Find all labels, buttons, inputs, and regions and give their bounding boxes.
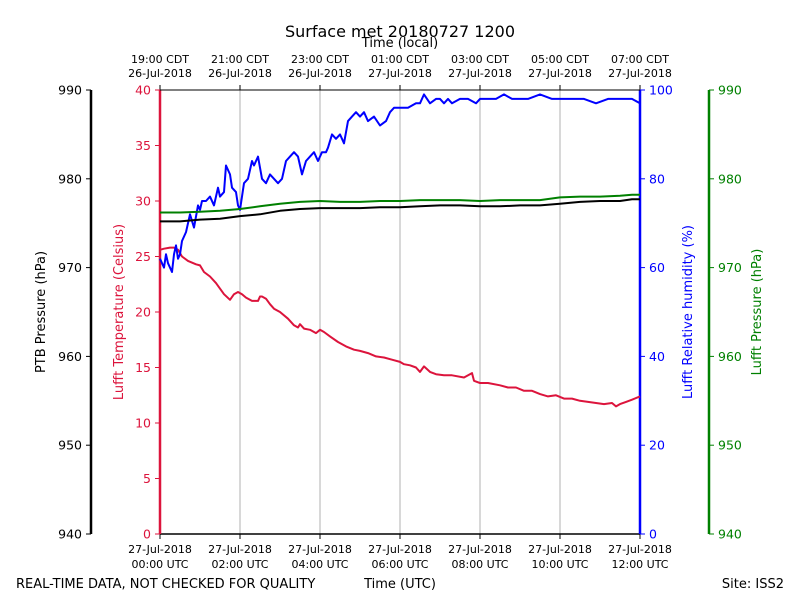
bottom-tick-label-date: 27-Jul-2018 (448, 543, 512, 556)
temperature-axis-tick-label: 5 (143, 471, 151, 486)
series-line-ptb-pressure (160, 198, 640, 223)
bottom-tick-label-time: 00:00 UTC (131, 558, 188, 571)
series-line-lufft-pressure (160, 193, 640, 214)
lufft-pressure-axis-tick-label: 990 (718, 83, 742, 98)
ptb-pressure-axis: 940 950 960 970 980 990 PTB Pressure (hPa) (34, 83, 93, 542)
bottom-axis-label: Time (UTC) (363, 577, 436, 592)
top-axis-label: Time (local) (361, 36, 438, 51)
lufft-pressure-axis: 940 950 960 970 980 990 Lufft Pressure (hPa) (707, 83, 765, 542)
humidity-axis-tick-label: 20 (649, 438, 665, 453)
ptb-pressure-axis-tick-label: 950 (58, 438, 82, 453)
ptb-pressure-axis-tick-label: 980 (58, 171, 82, 186)
temperature-axis: 0 5 10 15 20 25 30 35 40 Lufft Temperature (Celsi… (112, 83, 162, 542)
temperature-axis-tick-label: 40 (135, 83, 151, 98)
humidity-axis-tick-label: 80 (649, 171, 665, 186)
ptb-pressure-axis-tick-label: 990 (58, 83, 82, 98)
humidity-axis-label: Lufft Relative humidity (%) (681, 225, 696, 399)
top-tick-label-date: 27-Jul-2018 (368, 67, 432, 80)
footer-left: REAL-TIME DATA, NOT CHECKED FOR QUALITY (16, 577, 315, 592)
series-layer (159, 93, 641, 408)
series-line-lufft-relative-humidity (159, 93, 641, 273)
bottom-tick-label-time: 12:00 UTC (611, 558, 668, 571)
bottom-tick-label-date: 27-Jul-2018 (288, 543, 352, 556)
bottom-tick-label-time: 02:00 UTC (211, 558, 268, 571)
temperature-axis-tick-label: 0 (143, 527, 151, 542)
lufft-pressure-axis-tick-label: 950 (718, 438, 742, 453)
footer-right: Site: ISS2 (722, 577, 784, 592)
top-tick-label-time: 23:00 CDT (291, 53, 349, 66)
ptb-pressure-axis-tick-label: 960 (58, 349, 82, 364)
ptb-pressure-axis-tick-label: 940 (58, 527, 82, 542)
chart-title: Surface met 20180727 1200 (285, 22, 515, 41)
top-tick-label-date: 26-Jul-2018 (128, 67, 192, 80)
bottom-tick-label-date: 27-Jul-2018 (208, 543, 272, 556)
top-tick-label-date: 27-Jul-2018 (448, 67, 512, 80)
top-tick-label-time: 07:00 CDT (611, 53, 669, 66)
plot-frame-top (160, 89, 640, 91)
temperature-axis-tick-label: 35 (135, 138, 151, 153)
temperature-axis-tick-label: 15 (135, 360, 151, 375)
top-tick-label-date: 26-Jul-2018 (288, 67, 352, 80)
humidity-axis-tick-label: 40 (649, 349, 665, 364)
top-tick-label-date: 27-Jul-2018 (528, 67, 592, 80)
temperature-axis-label: Lufft Temperature (Celsius) (112, 224, 127, 400)
lufft-pressure-axis-tick-label: 940 (718, 527, 742, 542)
humidity-axis-tick-label: 0 (649, 527, 657, 542)
grid-lines (239, 90, 561, 534)
ptb-pressure-axis-label: PTB Pressure (hPa) (34, 251, 49, 373)
top-tick-label-date: 26-Jul-2018 (208, 67, 272, 80)
bottom-tick-label-time: 10:00 UTC (531, 558, 588, 571)
temperature-axis-tick-label: 10 (135, 416, 151, 431)
top-tick-label-date: 27-Jul-2018 (608, 67, 672, 80)
bottom-tick-label-date: 27-Jul-2018 (528, 543, 592, 556)
lufft-pressure-axis-tick-label: 970 (718, 260, 742, 275)
top-tick-label-time: 03:00 CDT (451, 53, 509, 66)
bottom-tick-label-date: 27-Jul-2018 (128, 543, 192, 556)
top-tick-label-time: 21:00 CDT (211, 53, 269, 66)
humidity-axis-tick-label: 60 (649, 260, 665, 275)
lufft-pressure-axis-label: Lufft Pressure (hPa) (750, 249, 765, 376)
bottom-tick-label-time: 08:00 UTC (451, 558, 508, 571)
ptb-pressure-axis-tick-label: 970 (58, 260, 82, 275)
temperature-axis-tick-label: 25 (135, 249, 151, 264)
bottom-tick-label-date: 27-Jul-2018 (608, 543, 672, 556)
humidity-axis: 0 20 40 60 80 100 Lufft Relative humidity (%) (638, 83, 696, 542)
top-tick-label-time: 05:00 CDT (531, 53, 589, 66)
temperature-axis-tick-label: 20 (135, 305, 151, 320)
temperature-axis-tick-label: 30 (135, 194, 151, 209)
bottom-time-ticks: 27-Jul-2018 00:00 UTC 27-Jul-2018 02:00 UTC… (128, 533, 672, 571)
top-tick-label-time: 19:00 CDT (131, 53, 189, 66)
humidity-axis-tick-label: 100 (649, 83, 673, 98)
top-tick-label-time: 01:00 CDT (371, 53, 429, 66)
lufft-pressure-axis-tick-label: 980 (718, 171, 742, 186)
bottom-tick-label-time: 06:00 UTC (371, 558, 428, 571)
bottom-tick-label-date: 27-Jul-2018 (368, 543, 432, 556)
series-line-lufft-temperature (159, 246, 641, 408)
bottom-tick-label-time: 04:00 UTC (291, 558, 348, 571)
lufft-pressure-axis-tick-label: 960 (718, 349, 742, 364)
